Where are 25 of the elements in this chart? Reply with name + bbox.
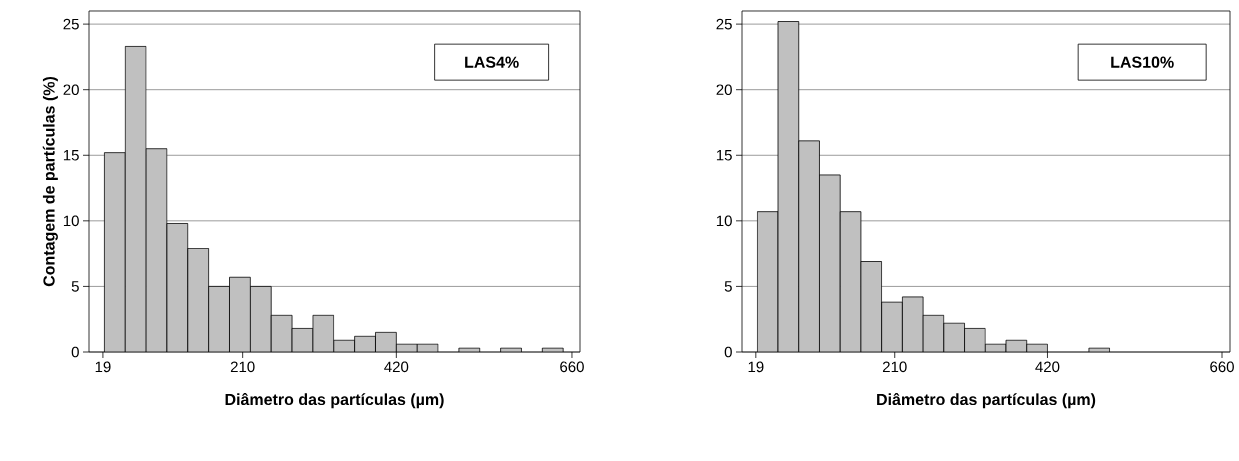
x-tick-label: 660 <box>1210 361 1234 373</box>
x-axis-title: Diâmetro das partículas (µm) <box>877 393 1096 409</box>
x-tick-label: 420 <box>384 361 409 373</box>
y-tick-label: 25 <box>63 18 79 30</box>
y-tick-label: 0 <box>71 346 79 358</box>
annotation: LAS10% <box>1111 56 1174 68</box>
x-tick-label: 210 <box>882 361 907 373</box>
y-tick-label: 25 <box>716 18 732 30</box>
x-tick-label: 660 <box>560 361 584 373</box>
y-tick-label: 5 <box>71 281 79 292</box>
x-tick-label: 210 <box>230 361 255 373</box>
x-axis-title: Diâmetro das partículas (µm) <box>225 393 444 409</box>
x-tick-label: 19 <box>95 361 111 373</box>
x-tick-label: 19 <box>748 361 764 373</box>
y-tick-label: 15 <box>716 150 732 161</box>
y-tick-label: 20 <box>716 84 732 95</box>
y-axis-title: Contagem de partículas (%) <box>42 76 58 287</box>
annotation: LAS4% <box>465 56 519 68</box>
y-tick-label: 0 <box>724 346 732 358</box>
y-tick-label: 10 <box>63 215 79 227</box>
y-tick-label: 15 <box>63 150 79 161</box>
y-tick-label: 20 <box>63 84 79 95</box>
x-tick-label: 420 <box>1035 361 1060 373</box>
y-tick-label: 10 <box>716 215 732 227</box>
y-tick-label: 5 <box>724 281 732 292</box>
